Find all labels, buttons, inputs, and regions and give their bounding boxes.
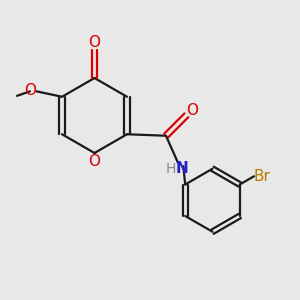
Text: O: O bbox=[24, 83, 36, 98]
Text: O: O bbox=[186, 103, 198, 118]
Text: Br: Br bbox=[253, 169, 270, 184]
Text: O: O bbox=[88, 35, 101, 50]
Text: O: O bbox=[88, 154, 101, 169]
Text: N: N bbox=[175, 161, 188, 176]
Text: H: H bbox=[165, 162, 176, 176]
